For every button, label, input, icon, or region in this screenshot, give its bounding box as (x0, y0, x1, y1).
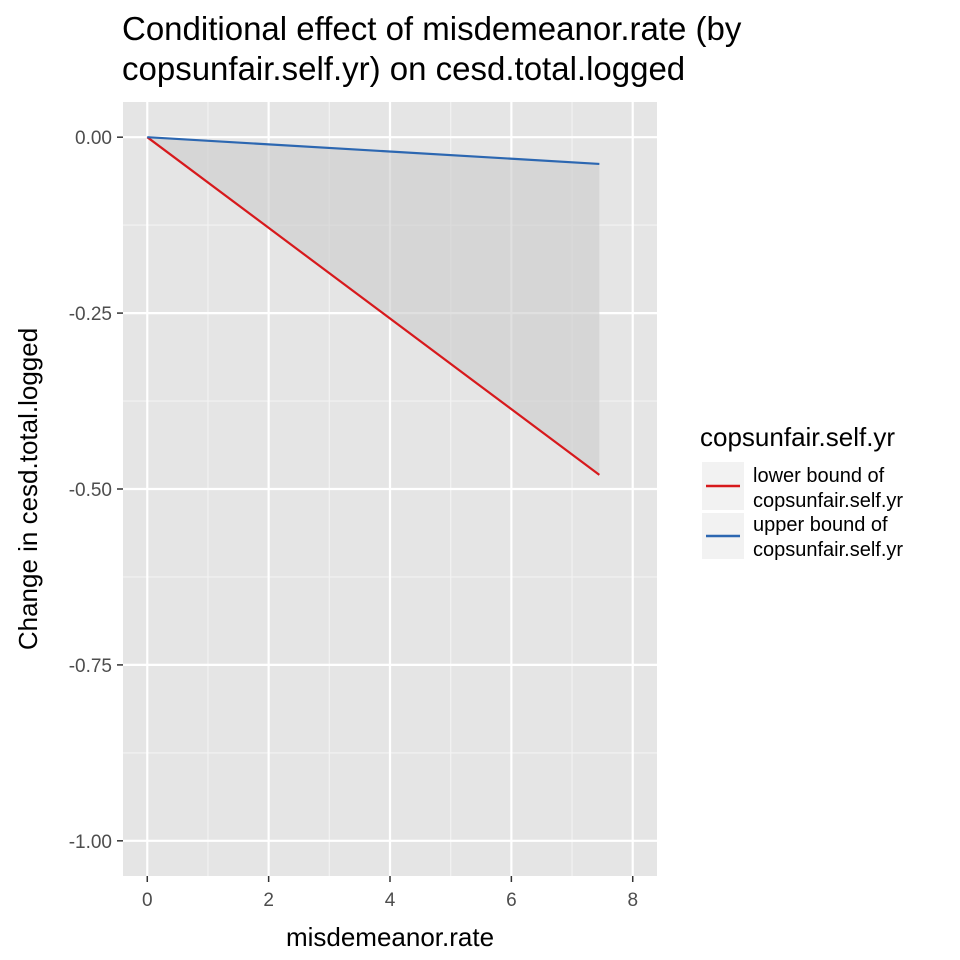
series-layer (146, 136, 601, 476)
series-line-lower-bound (146, 136, 601, 476)
series-line-upper-bound (147, 136, 600, 166)
legend-title: copsunfair.self.yr (700, 422, 895, 452)
legend-label-lower-line-2: copsunfair.self.yr (753, 490, 903, 512)
y-axis: 0.00 -0.25 -0.50 -0.75 -1.00 (69, 128, 123, 853)
y-axis-title: Change in cesd.total.logged (13, 328, 43, 650)
x-axis: 0 2 4 6 8 (142, 876, 638, 911)
x-tick-label: 8 (627, 890, 638, 911)
legend: copsunfair.self.yr lower bound of copsun… (700, 422, 903, 561)
y-tick-label: -1.00 (69, 832, 112, 853)
legend-item-upper[interactable]: upper bound of copsunfair.self.yr (702, 513, 903, 561)
x-tick-label: 6 (506, 890, 517, 911)
legend-label-lower-line-1: lower bound of (753, 465, 885, 487)
chart-title-line-2: copsunfair.self.yr) on cesd.total.logged (122, 50, 685, 87)
y-tick-label: -0.50 (69, 480, 112, 501)
y-tick-label: 0.00 (75, 128, 112, 149)
x-axis-title: misdemeanor.rate (286, 922, 494, 952)
y-tick-label: -0.75 (69, 656, 112, 677)
y-tick-label: -0.25 (69, 304, 112, 325)
legend-label-upper-line-1: upper bound of (753, 514, 888, 536)
legend-item-lower[interactable]: lower bound of copsunfair.self.yr (702, 462, 903, 512)
chart-title-line-1: Conditional effect of misdemeanor.rate (… (122, 10, 742, 47)
legend-label-upper-line-2: copsunfair.self.yr (753, 539, 903, 561)
x-tick-label: 4 (385, 890, 396, 911)
x-tick-label: 0 (142, 890, 153, 911)
x-tick-label: 2 (263, 890, 274, 911)
